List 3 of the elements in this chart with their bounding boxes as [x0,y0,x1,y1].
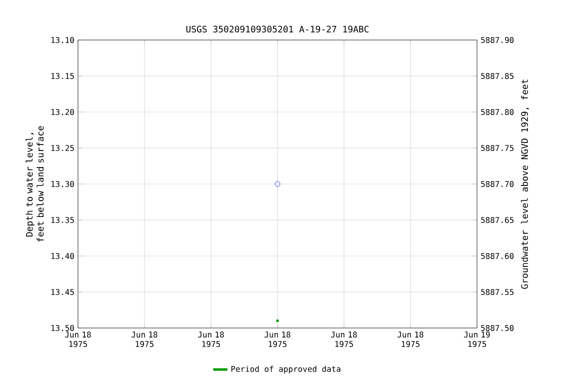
chart-title: USGS 350209109305201 A-19-27 19ABC [186,26,369,33]
y-axis-title: Depth to water level, feet below land surface [26,126,44,242]
y2-axis-title: Groundwater level above NGVD 1929, feet [520,80,530,289]
